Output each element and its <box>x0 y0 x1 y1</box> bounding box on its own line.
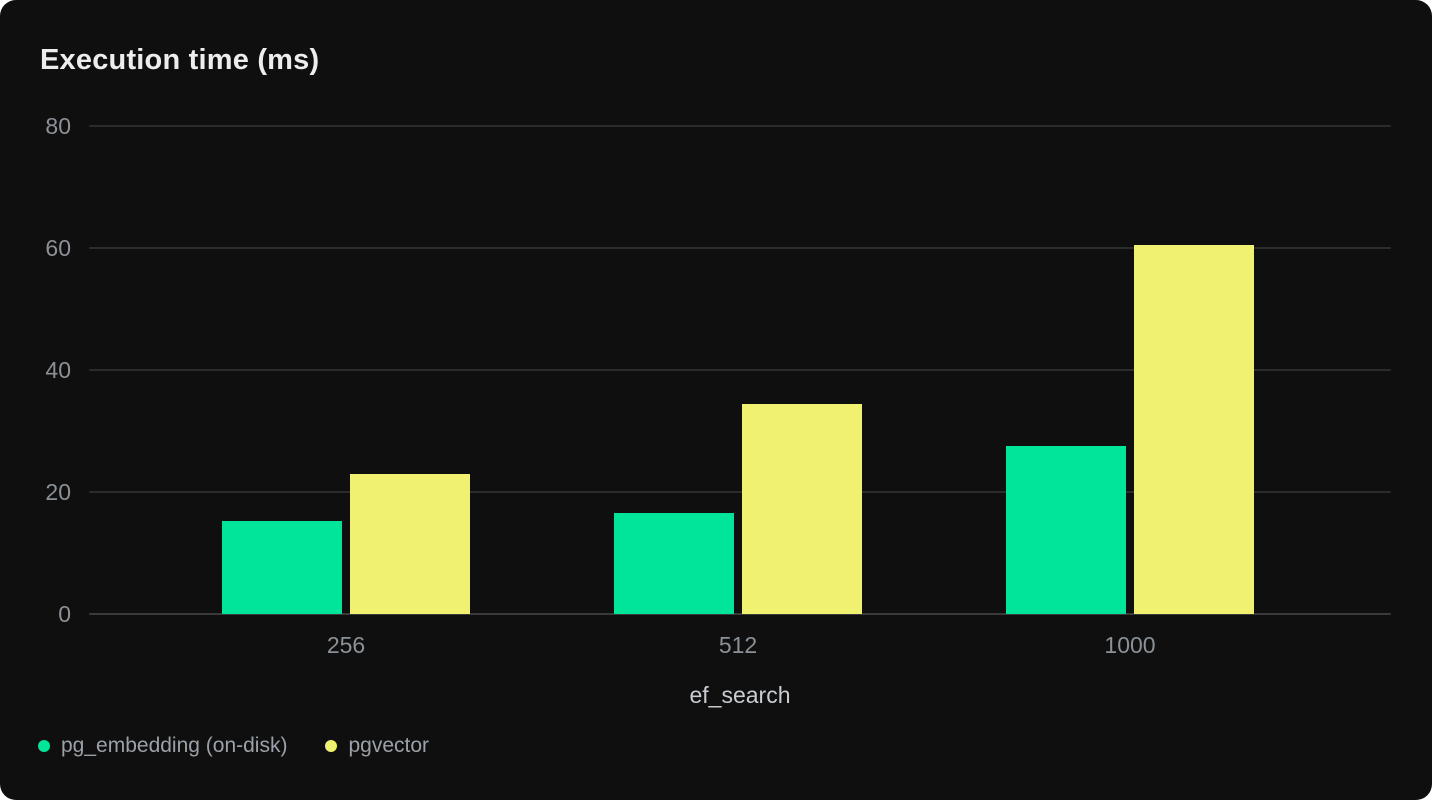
bar-pg-embedding-on-disk-256 <box>222 521 342 614</box>
x-tick-label-256: 256 <box>326 632 366 658</box>
legend-label-pgvector: pgvector <box>348 734 430 757</box>
x-tick-label-1000: 1000 <box>1104 632 1156 658</box>
y-tick-label-40: 40 <box>45 357 71 383</box>
y-tick-label-20: 20 <box>45 479 71 505</box>
legend-swatch-icon-pg-embedding-on-disk <box>38 740 50 752</box>
chart-title: Execution time (ms) <box>40 44 320 76</box>
y-tick-label-80: 80 <box>45 113 71 139</box>
bar-pgvector-256 <box>350 473 470 614</box>
x-axis-label: ef_search <box>689 682 791 708</box>
legend: pg_embedding (on-disk) pgvector <box>38 731 429 761</box>
legend-label-pg-embedding-on-disk: pg_embedding (on-disk) <box>61 734 288 757</box>
gridline-y-80 <box>89 125 1391 127</box>
bar-pg-embedding-on-disk-512 <box>614 513 734 614</box>
y-tick-label-0: 0 <box>58 601 71 627</box>
legend-swatch-icon-pgvector <box>325 740 338 752</box>
gridline-y-20 <box>89 491 1391 493</box>
gridline-y-0 <box>89 613 1391 615</box>
gridline-y-60 <box>89 247 1391 249</box>
legend-item-pg-embedding-on-disk: pg_embedding (on-disk) <box>38 734 287 758</box>
gridline-y-40 <box>89 369 1391 371</box>
y-tick-label-60: 60 <box>45 235 71 261</box>
legend-item-pgvector: pgvector <box>325 734 429 758</box>
x-tick-label-512: 512 <box>718 632 758 658</box>
bar-pg-embedding-on-disk-1000 <box>1006 446 1126 614</box>
bar-pgvector-512 <box>742 403 862 614</box>
bar-pgvector-1000 <box>1134 244 1254 614</box>
